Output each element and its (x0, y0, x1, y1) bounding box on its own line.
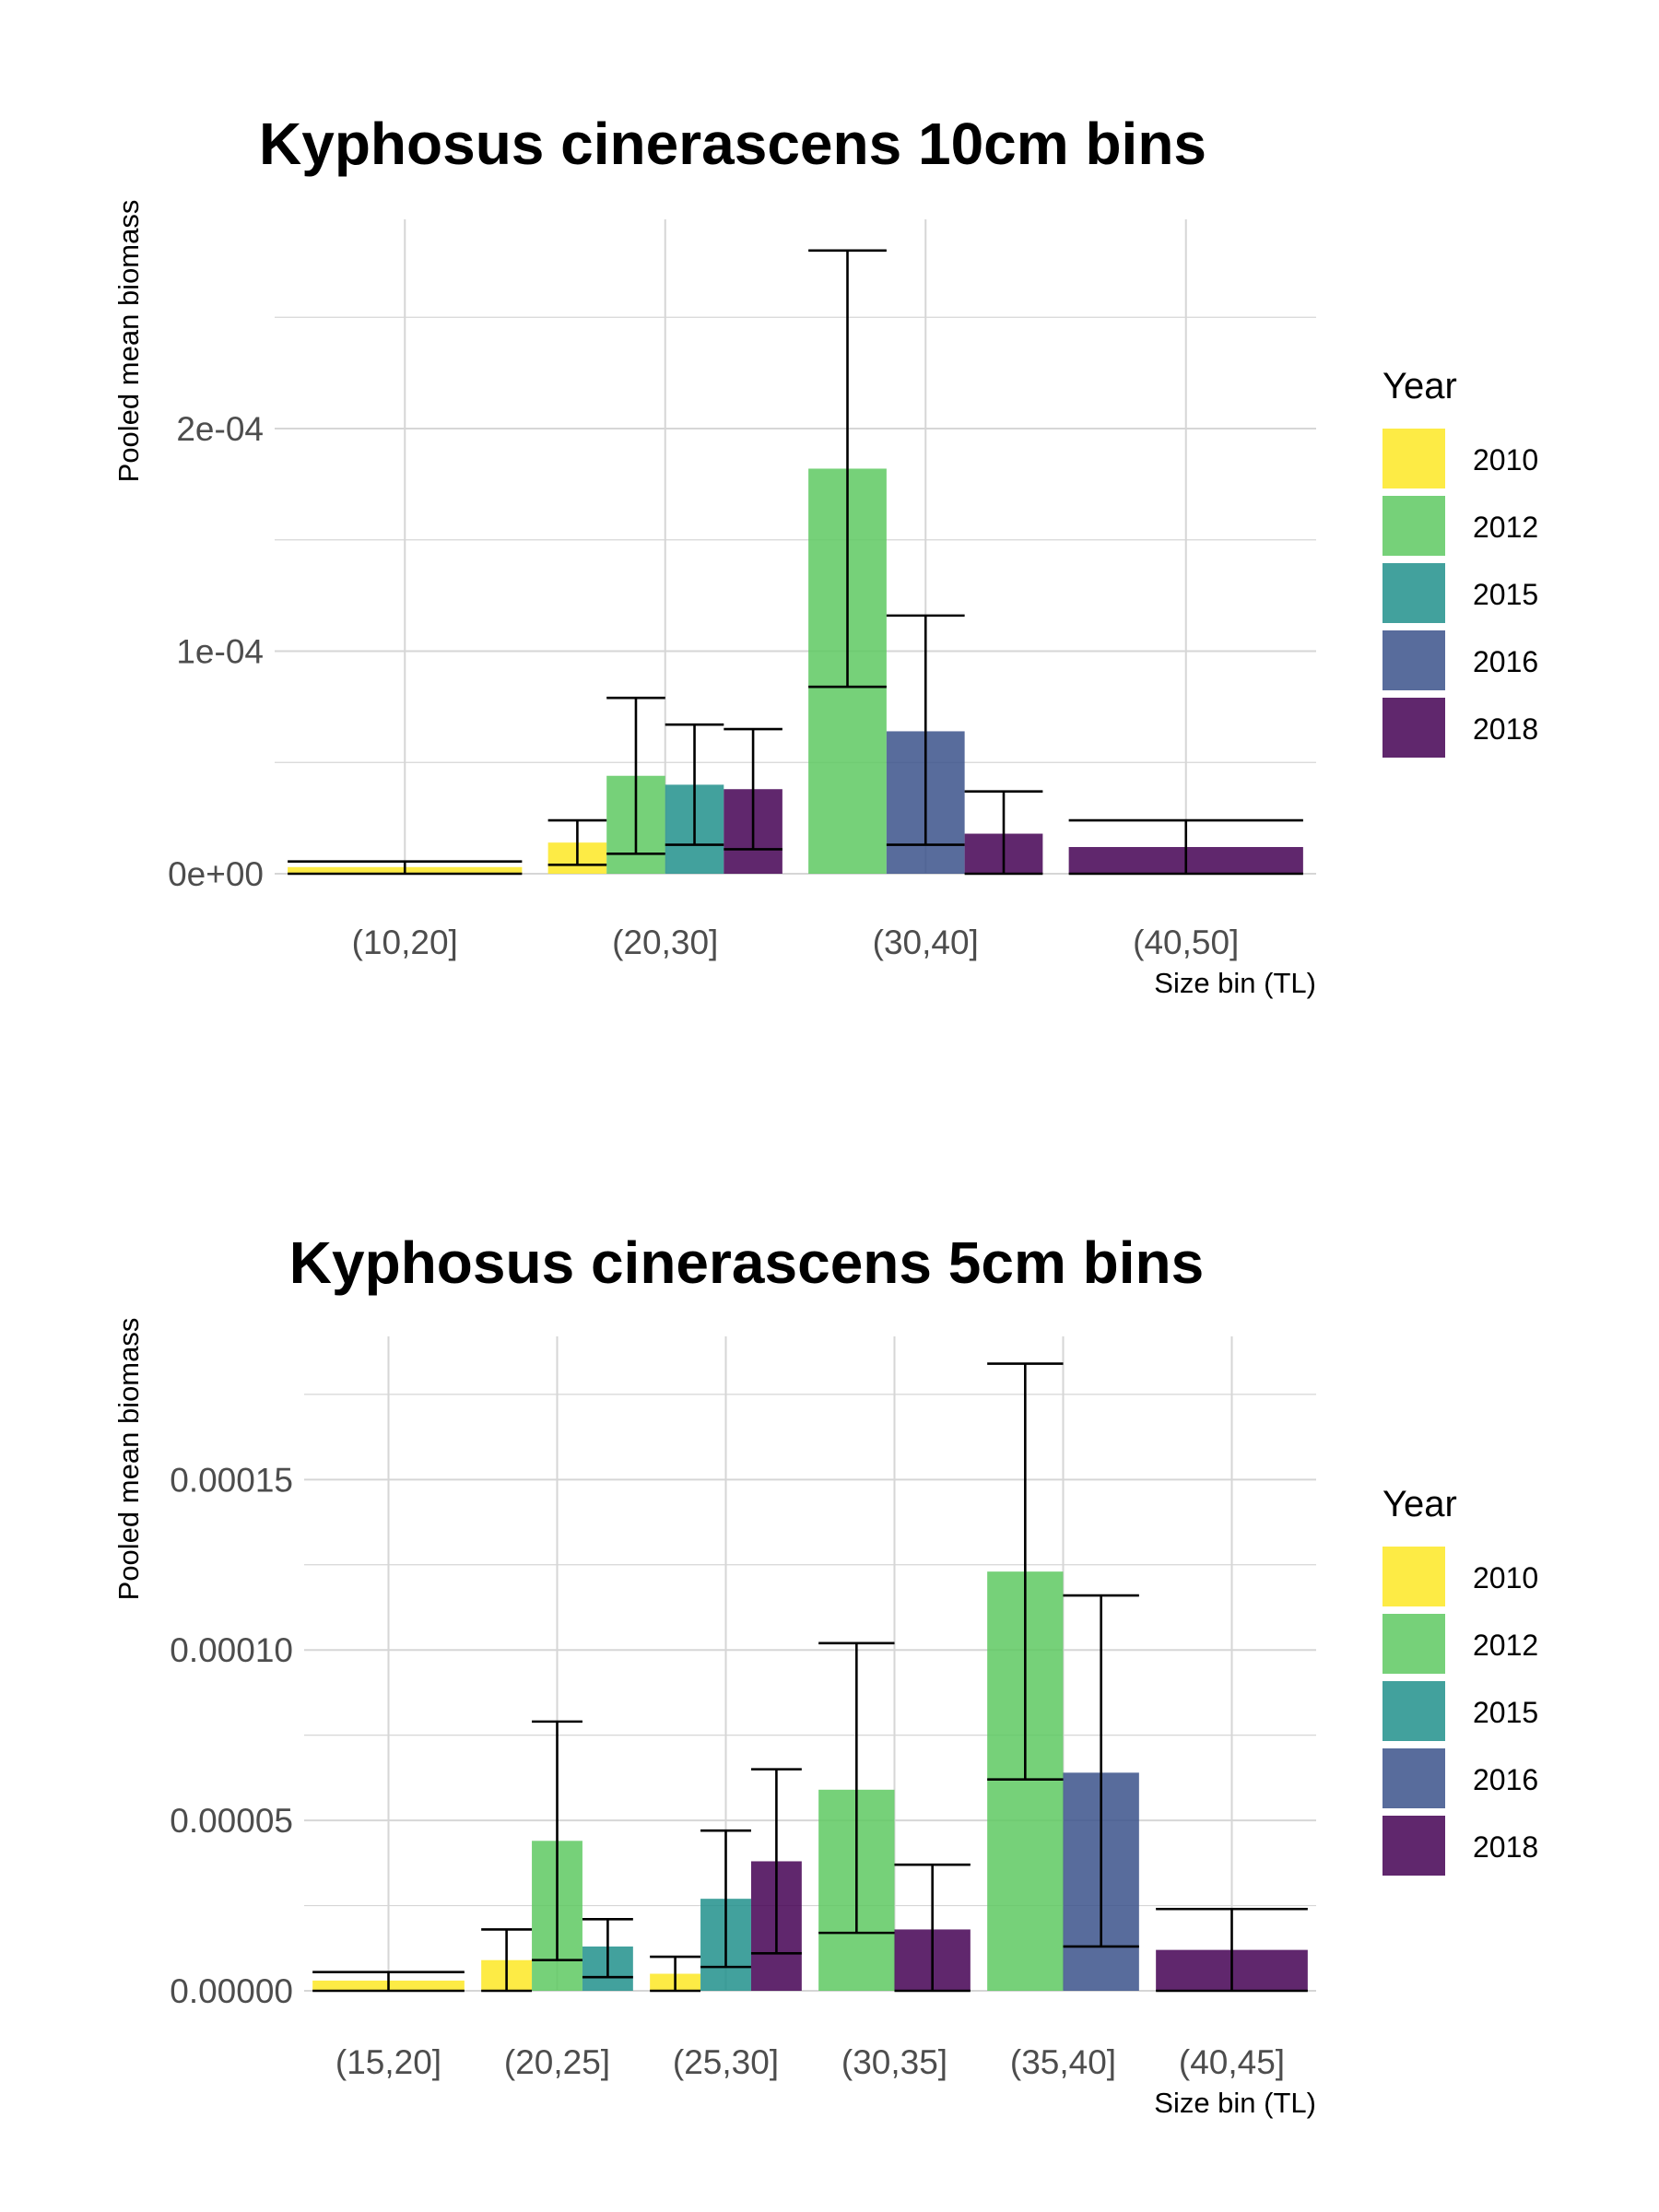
x-tick-label: (30,40] (873, 924, 979, 961)
legend-swatch-2016 (1382, 1748, 1445, 1808)
chart-title: Kyphosus cinerascens 10cm bins (259, 111, 1206, 177)
y-axis-label: Pooled mean biomass (112, 1318, 145, 1601)
bars (288, 468, 1303, 874)
legend-label: 2010 (1473, 443, 1538, 477)
legend-label: 2018 (1473, 712, 1538, 746)
chart-panel-5cm: Kyphosus cinerascens 5cm bins 0.000000.0… (112, 1230, 1538, 2119)
error-bar (750, 1768, 802, 1955)
error-bar (808, 249, 887, 688)
legend-label: 2015 (1473, 578, 1538, 611)
error-bar (964, 790, 1043, 876)
error-bar (1156, 1907, 1308, 1993)
legend: Year 2010 2012 2015 2016 2018 (1382, 366, 1538, 758)
y-tick-label: 0.00005 (170, 1802, 293, 1840)
y-tick-labels: 0e+00 1e-04 2e-04 (168, 410, 264, 893)
legend-label: 2016 (1473, 645, 1538, 678)
x-tick-labels: (10,20] (20,30] (30,40] (40,50] (352, 924, 1240, 961)
legend-label: 2016 (1473, 1763, 1538, 1796)
error-bars (288, 249, 1303, 876)
error-bar (987, 1362, 1064, 1782)
legend-label: 2018 (1473, 1830, 1538, 1864)
error-bar (700, 1829, 751, 1969)
y-tick-labels: 0.00000 0.00005 0.00010 0.00015 (170, 1461, 293, 2010)
y-tick-label: 0.00000 (170, 1972, 293, 2010)
x-axis-label: Size bin (TL) (1154, 2087, 1316, 2119)
x-tick-label: (25,30] (673, 2043, 779, 2081)
legend-swatch-2010 (1382, 429, 1445, 488)
error-bar (547, 818, 607, 866)
legend-title: Year (1382, 366, 1457, 406)
x-tick-label: (30,35] (841, 2043, 947, 2081)
legend-label: 2012 (1473, 1629, 1538, 1662)
legend-swatch-2010 (1382, 1547, 1445, 1606)
legend-swatch-2018 (1382, 1816, 1445, 1876)
legend: Year 2010 2012 2015 2016 2018 (1382, 1484, 1538, 1876)
legend-label: 2015 (1473, 1696, 1538, 1729)
x-tick-labels: (15,20] (20,25] (25,30] (30,35] (35,40] (40,4… (335, 2043, 1285, 2081)
y-axis-label: Pooled mean biomass (112, 200, 145, 483)
x-tick-label: (20,25] (504, 2043, 610, 2081)
error-bar (288, 860, 523, 876)
legend-swatch-2015 (1382, 563, 1445, 623)
legend-title: Year (1382, 1484, 1457, 1524)
y-tick-label: 0.00015 (170, 1461, 293, 1499)
y-tick-label: 0.00010 (170, 1631, 293, 1669)
legend-label: 2012 (1473, 511, 1538, 544)
legend-swatch-2012 (1382, 1614, 1445, 1674)
error-bar (481, 1928, 533, 1993)
error-bar (818, 1641, 895, 1935)
error-bar (532, 1720, 582, 1962)
error-bar (894, 1863, 971, 1993)
legend-label: 2010 (1473, 1561, 1538, 1594)
x-tick-label: (40,45] (1179, 2043, 1285, 2081)
gridlines (304, 1336, 1316, 1992)
error-bar (312, 1971, 465, 1993)
error-bar (606, 696, 665, 855)
x-tick-label: (40,50] (1133, 924, 1239, 961)
x-tick-label: (20,30] (612, 924, 718, 961)
x-tick-label: (10,20] (352, 924, 458, 961)
error-bar (886, 614, 965, 846)
y-tick-label: 0e+00 (168, 855, 264, 893)
error-bar (1063, 1594, 1139, 1948)
error-bar (665, 723, 724, 846)
legend-swatch-2015 (1382, 1681, 1445, 1741)
y-tick-label: 1e-04 (176, 633, 264, 671)
bars (312, 1571, 1308, 1991)
x-tick-label: (15,20] (335, 2043, 441, 2081)
x-axis-label: Size bin (TL) (1154, 967, 1316, 999)
error-bar (582, 1918, 633, 1979)
legend-swatch-2016 (1382, 630, 1445, 690)
legend-swatch-2012 (1382, 496, 1445, 556)
gridlines (275, 219, 1316, 875)
error-bars (312, 1362, 1308, 1993)
legend-swatch-2018 (1382, 698, 1445, 758)
chart-panel-10cm: Kyphosus cinerascens 10cm bins 0e+00 1e-0… (112, 111, 1538, 999)
x-tick-label: (35,40] (1010, 2043, 1116, 2081)
error-bar (1068, 818, 1303, 876)
chart-title: Kyphosus cinerascens 5cm bins (289, 1230, 1204, 1296)
error-bar (650, 1955, 701, 1993)
y-tick-label: 2e-04 (176, 410, 264, 448)
error-bar (724, 727, 782, 851)
